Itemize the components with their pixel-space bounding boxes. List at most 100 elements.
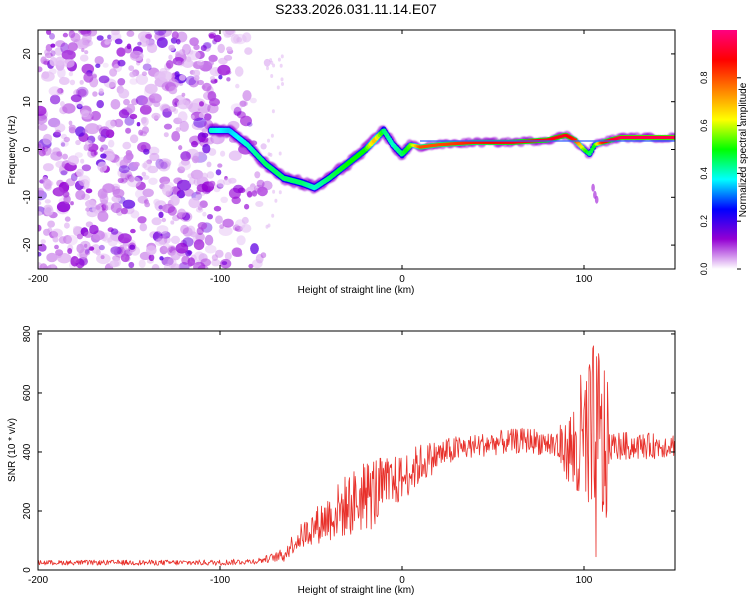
noise-blob	[201, 132, 209, 138]
noise-blob	[38, 211, 43, 216]
noise-blob	[46, 252, 58, 263]
noise-blob	[76, 233, 83, 240]
noise-blob	[234, 66, 244, 77]
noise-blob	[80, 30, 92, 37]
noise-blob	[186, 56, 192, 63]
noise-blob	[269, 152, 273, 157]
noise-blob	[157, 160, 171, 172]
noise-blob	[55, 160, 66, 169]
snr-x-ticks: -200 -100 0 100	[28, 331, 593, 586]
noise-blob	[69, 79, 76, 86]
noise-blob	[197, 151, 204, 157]
noise-blob	[142, 126, 149, 134]
noise-blob	[206, 171, 215, 179]
noise-blob	[50, 50, 56, 57]
noise-blob	[43, 228, 51, 236]
noise-blob	[174, 71, 180, 78]
noise-blob	[178, 262, 190, 269]
noise-blob	[220, 196, 228, 203]
noise-blob	[117, 177, 124, 184]
spectrogram-ylabel: Frequency (Hz)	[7, 116, 18, 185]
ridge-core	[671, 135, 675, 140]
snr-y-tick-label: 600	[22, 384, 33, 401]
noise-blob	[67, 155, 79, 166]
noise-blob	[248, 263, 254, 269]
noise-blob	[198, 112, 205, 119]
spectrogram-y-tick-label: -20	[22, 237, 33, 252]
noise-blob	[116, 47, 126, 57]
noise-blob	[188, 262, 193, 267]
noise-blob	[222, 30, 236, 38]
noise-blob	[55, 249, 64, 256]
noise-blob	[188, 197, 200, 209]
ridge-core	[587, 152, 592, 156]
noise-blob	[159, 245, 168, 255]
noise-blob	[72, 225, 80, 233]
noise-blob	[232, 224, 241, 231]
noise-blob	[92, 73, 97, 79]
noise-blob	[99, 126, 110, 136]
ridge-core	[590, 147, 595, 151]
noise-blob	[38, 201, 42, 206]
noise-blob	[68, 71, 74, 77]
ridge-artifact	[591, 183, 595, 192]
noise-blob	[78, 30, 88, 35]
noise-blob	[99, 147, 104, 153]
noise-blob	[38, 66, 43, 73]
noise-blob	[239, 100, 247, 107]
noise-blob	[176, 179, 192, 191]
noise-blob	[118, 109, 130, 119]
noise-blob	[276, 85, 280, 90]
noise-blob	[145, 39, 155, 48]
noise-blob	[120, 207, 128, 215]
noise-blob	[79, 179, 85, 187]
noise-blob	[183, 188, 194, 197]
noise-blob	[218, 74, 223, 80]
noise-blob	[85, 188, 93, 194]
noise-blob	[167, 206, 177, 216]
noise-blob	[122, 141, 132, 150]
noise-blob	[228, 187, 241, 199]
noise-blob	[49, 33, 55, 40]
noise-blob	[61, 49, 76, 61]
noise-blob	[260, 252, 267, 259]
noise-blob	[78, 175, 91, 187]
noise-blob	[62, 103, 76, 114]
noise-blob	[79, 80, 84, 85]
noise-blob	[89, 224, 99, 235]
noise-blob	[118, 88, 130, 99]
noise-blob	[153, 198, 161, 206]
noise-blob	[195, 232, 205, 242]
noise-blob	[168, 54, 173, 60]
noise-blob	[271, 109, 275, 114]
noise-blob	[193, 261, 206, 269]
noise-blob	[40, 56, 47, 65]
noise-blob	[140, 117, 147, 124]
noise-blob	[110, 228, 119, 235]
noise-blob	[246, 191, 253, 198]
noise-blob	[102, 232, 113, 243]
noise-blob	[197, 222, 208, 230]
noise-blob	[233, 106, 242, 116]
noise-blob	[148, 95, 155, 101]
noise-blob	[80, 109, 90, 118]
noise-blob	[159, 176, 171, 185]
noise-blob	[38, 113, 48, 125]
noise-blob	[118, 233, 132, 244]
noise-blob	[38, 187, 45, 197]
noise-blob	[99, 166, 105, 173]
noise-blob	[44, 199, 51, 204]
snr-y-tick-label: 0	[22, 567, 33, 573]
noise-blob	[175, 127, 181, 133]
noise-blob	[50, 43, 56, 48]
snr-x-tick-label: 100	[576, 575, 593, 586]
noise-blob	[137, 216, 147, 224]
snr-frame	[37, 330, 676, 571]
noise-blob	[76, 86, 89, 98]
noise-blob	[46, 30, 52, 35]
noise-blob	[101, 204, 107, 211]
noise-blob	[76, 103, 83, 110]
noise-blob	[74, 180, 84, 191]
